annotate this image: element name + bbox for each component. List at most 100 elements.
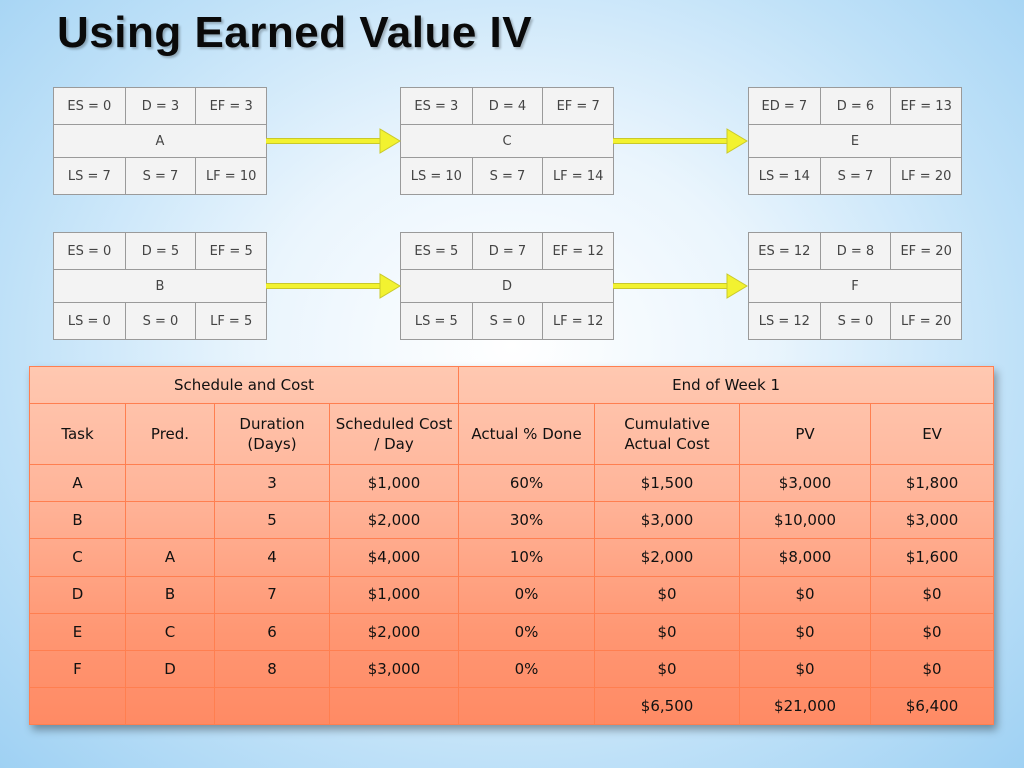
- cell-ev: $3,000: [870, 501, 995, 540]
- node-d-ef: EF = 12: [542, 233, 613, 269]
- total-cumulative-cost: $6,500: [594, 686, 741, 726]
- node-b: ES = 0 D = 5 EF = 5 B LS = 0 S = 0 LF = 5: [53, 232, 267, 340]
- cell-duration: 6: [214, 612, 330, 651]
- node-e-duration: D = 6: [819, 88, 891, 124]
- cell-cumulative-cost: $2,000: [594, 538, 741, 577]
- node-a-lf: LF = 10: [195, 158, 266, 194]
- cell-task: B: [29, 501, 126, 540]
- cell-duration: 7: [214, 575, 330, 614]
- node-d-duration: D = 7: [471, 233, 543, 269]
- arrow-c-to-e: [613, 128, 748, 154]
- node-e-ef: EF = 13: [890, 88, 961, 124]
- table-row: A 3 $1,000 60% $1,500 $3,000 $1,800: [29, 464, 995, 503]
- table-header-row: Task Pred. Duration (Days) Scheduled Cos…: [29, 403, 995, 466]
- table-row: B 5 $2,000 30% $3,000 $10,000 $3,000: [29, 501, 995, 540]
- node-f-duration: D = 8: [819, 233, 891, 269]
- node-c-lf: LF = 14: [542, 158, 613, 194]
- cell-pv: $0: [739, 575, 872, 614]
- node-d-label: D: [401, 269, 613, 303]
- node-f-lf: LF = 20: [890, 303, 961, 339]
- cell-cumulative-cost: $3,000: [594, 501, 741, 540]
- cell-pred: B: [125, 575, 215, 614]
- cell-scheduled-cost: $2,000: [328, 612, 460, 651]
- cell-pv: $0: [739, 649, 872, 688]
- node-f: ES = 12 D = 8 EF = 20 F LS = 12 S = 0 LF = 2…: [748, 232, 962, 340]
- cell-scheduled-cost: $1,000: [328, 464, 460, 503]
- cell-task: E: [29, 612, 126, 651]
- total-ev: $6,400: [870, 686, 995, 726]
- header-cumulative-cost: Cumulative Actual Cost: [594, 403, 741, 466]
- header-pv: PV: [739, 403, 872, 466]
- cell-scheduled-cost: $1,000: [328, 575, 460, 614]
- table-row: E C 6 $2,000 0% $0 $0 $0: [29, 612, 995, 651]
- table-row: F D 8 $3,000 0% $0 $0 $0: [29, 649, 995, 688]
- node-e-slack: S = 7: [819, 158, 891, 194]
- node-f-ef: EF = 20: [890, 233, 961, 269]
- cell-ev: $1,800: [870, 464, 995, 503]
- cell-scheduled-cost: $2,000: [328, 501, 460, 540]
- arrow-d-to-f: [613, 273, 748, 299]
- table-group-header-row: Schedule and Cost End of Week 1: [28, 365, 995, 405]
- node-b-lf: LF = 5: [195, 303, 266, 339]
- cell-cumulative-cost: $0: [594, 649, 741, 688]
- cell-pv: $10,000: [739, 501, 872, 540]
- arrow-b-to-d: [266, 273, 401, 299]
- node-c-duration: D = 4: [471, 88, 543, 124]
- node-d-ls: LS = 5: [414, 313, 458, 329]
- cell-scheduled-cost: $3,000: [328, 649, 460, 688]
- header-pred: Pred.: [125, 403, 215, 466]
- cell-duration: 3: [214, 464, 330, 503]
- node-a-label: A: [54, 124, 266, 158]
- node-d-es: ES = 5: [414, 243, 459, 259]
- cell-ev: $1,600: [870, 538, 995, 577]
- table-totals-row: $6,500 $21,000 $6,400: [29, 686, 995, 726]
- slide-title: Using Earned Value IV: [57, 8, 533, 57]
- total-task: [29, 686, 126, 726]
- cell-cumulative-cost: $0: [594, 575, 741, 614]
- cell-actual-percent: 10%: [458, 538, 596, 577]
- node-b-label: B: [54, 269, 266, 303]
- node-d: ES = 5 D = 7 EF = 12 D LS = 5 S = 0 LF = 12: [400, 232, 614, 340]
- node-f-label: F: [749, 269, 961, 303]
- cell-pv: $0: [739, 612, 872, 651]
- node-c-label: C: [401, 124, 613, 158]
- cell-pv: $8,000: [739, 538, 872, 577]
- cell-ev: $0: [870, 612, 995, 651]
- header-ev: EV: [870, 403, 995, 466]
- node-a-slack: S = 7: [124, 158, 196, 194]
- node-b-ls: LS = 0: [67, 313, 111, 329]
- cell-duration: 5: [214, 501, 330, 540]
- node-a-duration: D = 3: [124, 88, 196, 124]
- node-f-ls: LS = 12: [758, 313, 810, 329]
- cell-pred: [125, 501, 215, 540]
- node-c: ES = 3 D = 4 EF = 7 C LS = 10 S = 7 LF = 14: [400, 87, 614, 195]
- cell-duration: 8: [214, 649, 330, 688]
- node-a-ef: EF = 3: [195, 88, 266, 124]
- cell-ev: $0: [870, 649, 995, 688]
- cell-actual-percent: 30%: [458, 501, 596, 540]
- total-duration: [214, 686, 330, 726]
- group-header-schedule-cost: Schedule and Cost: [28, 365, 460, 405]
- cell-actual-percent: 0%: [458, 649, 596, 688]
- cell-actual-percent: 0%: [458, 612, 596, 651]
- cell-pred: A: [125, 538, 215, 577]
- node-a: ES = 0 D = 3 EF = 3 A LS = 7 S = 7 LF = 10: [53, 87, 267, 195]
- cell-pred: C: [125, 612, 215, 651]
- cell-cumulative-cost: $1,500: [594, 464, 741, 503]
- node-e-ed: ED = 7: [761, 98, 808, 114]
- header-actual-percent: Actual % Done: [458, 403, 596, 466]
- total-pred: [125, 686, 215, 726]
- cell-pv: $3,000: [739, 464, 872, 503]
- node-b-ef: EF = 5: [195, 233, 266, 269]
- cell-duration: 4: [214, 538, 330, 577]
- cell-cumulative-cost: $0: [594, 612, 741, 651]
- header-scheduled-cost: Scheduled Cost / Day: [328, 403, 460, 466]
- table-row: C A 4 $4,000 10% $2,000 $8,000 $1,600: [29, 538, 995, 577]
- node-e-ls: LS = 14: [758, 168, 810, 184]
- cell-ev: $0: [870, 575, 995, 614]
- header-duration: Duration (Days): [214, 403, 330, 466]
- earned-value-table: Schedule and Cost End of Week 1 Task Pre…: [28, 365, 995, 726]
- node-f-slack: S = 0: [819, 303, 891, 339]
- total-actual-percent: [458, 686, 596, 726]
- node-b-es: ES = 0: [67, 243, 112, 259]
